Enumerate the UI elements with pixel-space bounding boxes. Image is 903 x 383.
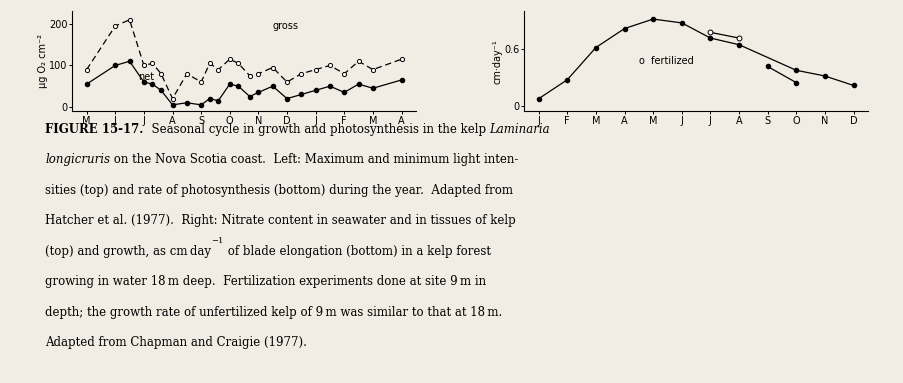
Text: longicruris: longicruris (45, 154, 110, 166)
Text: Adapted from Chapman and Craigie (1977).: Adapted from Chapman and Craigie (1977). (45, 336, 307, 349)
Text: FIGURE 15-17.: FIGURE 15-17. (45, 123, 144, 136)
Text: growing in water 18 m deep.  Fertilization experiments done at site 9 m in: growing in water 18 m deep. Fertilizatio… (45, 275, 486, 288)
Text: on the Nova Scotia coast.  Left: Maximum and minimum light inten-: on the Nova Scotia coast. Left: Maximum … (110, 154, 518, 166)
Text: depth; the growth rate of unfertilized kelp of 9 m was similar to that at 18 m.: depth; the growth rate of unfertilized k… (45, 306, 502, 319)
Text: Hatcher et al. (1977).  Right: Nitrate content in seawater and in tissues of kel: Hatcher et al. (1977). Right: Nitrate co… (45, 214, 516, 228)
Text: Laminaria: Laminaria (489, 123, 549, 136)
Y-axis label: cm·day⁻¹: cm·day⁻¹ (492, 39, 502, 83)
Text: sities (top) and rate of photosynthesis (bottom) during the year.  Adapted from: sities (top) and rate of photosynthesis … (45, 184, 513, 197)
Text: gross: gross (273, 21, 298, 31)
Text: Seasonal cycle in growth and photosynthesis in the kelp: Seasonal cycle in growth and photosynthe… (144, 123, 489, 136)
Y-axis label: μg O₂ cm⁻²: μg O₂ cm⁻² (38, 34, 48, 88)
Text: of blade elongation (bottom) in a kelp forest: of blade elongation (bottom) in a kelp f… (223, 245, 490, 258)
Text: −1: −1 (211, 237, 223, 245)
Text: net: net (138, 72, 154, 82)
Text: o  fertilized: o fertilized (638, 56, 693, 66)
Text: (top) and growth, as cm day: (top) and growth, as cm day (45, 245, 211, 258)
